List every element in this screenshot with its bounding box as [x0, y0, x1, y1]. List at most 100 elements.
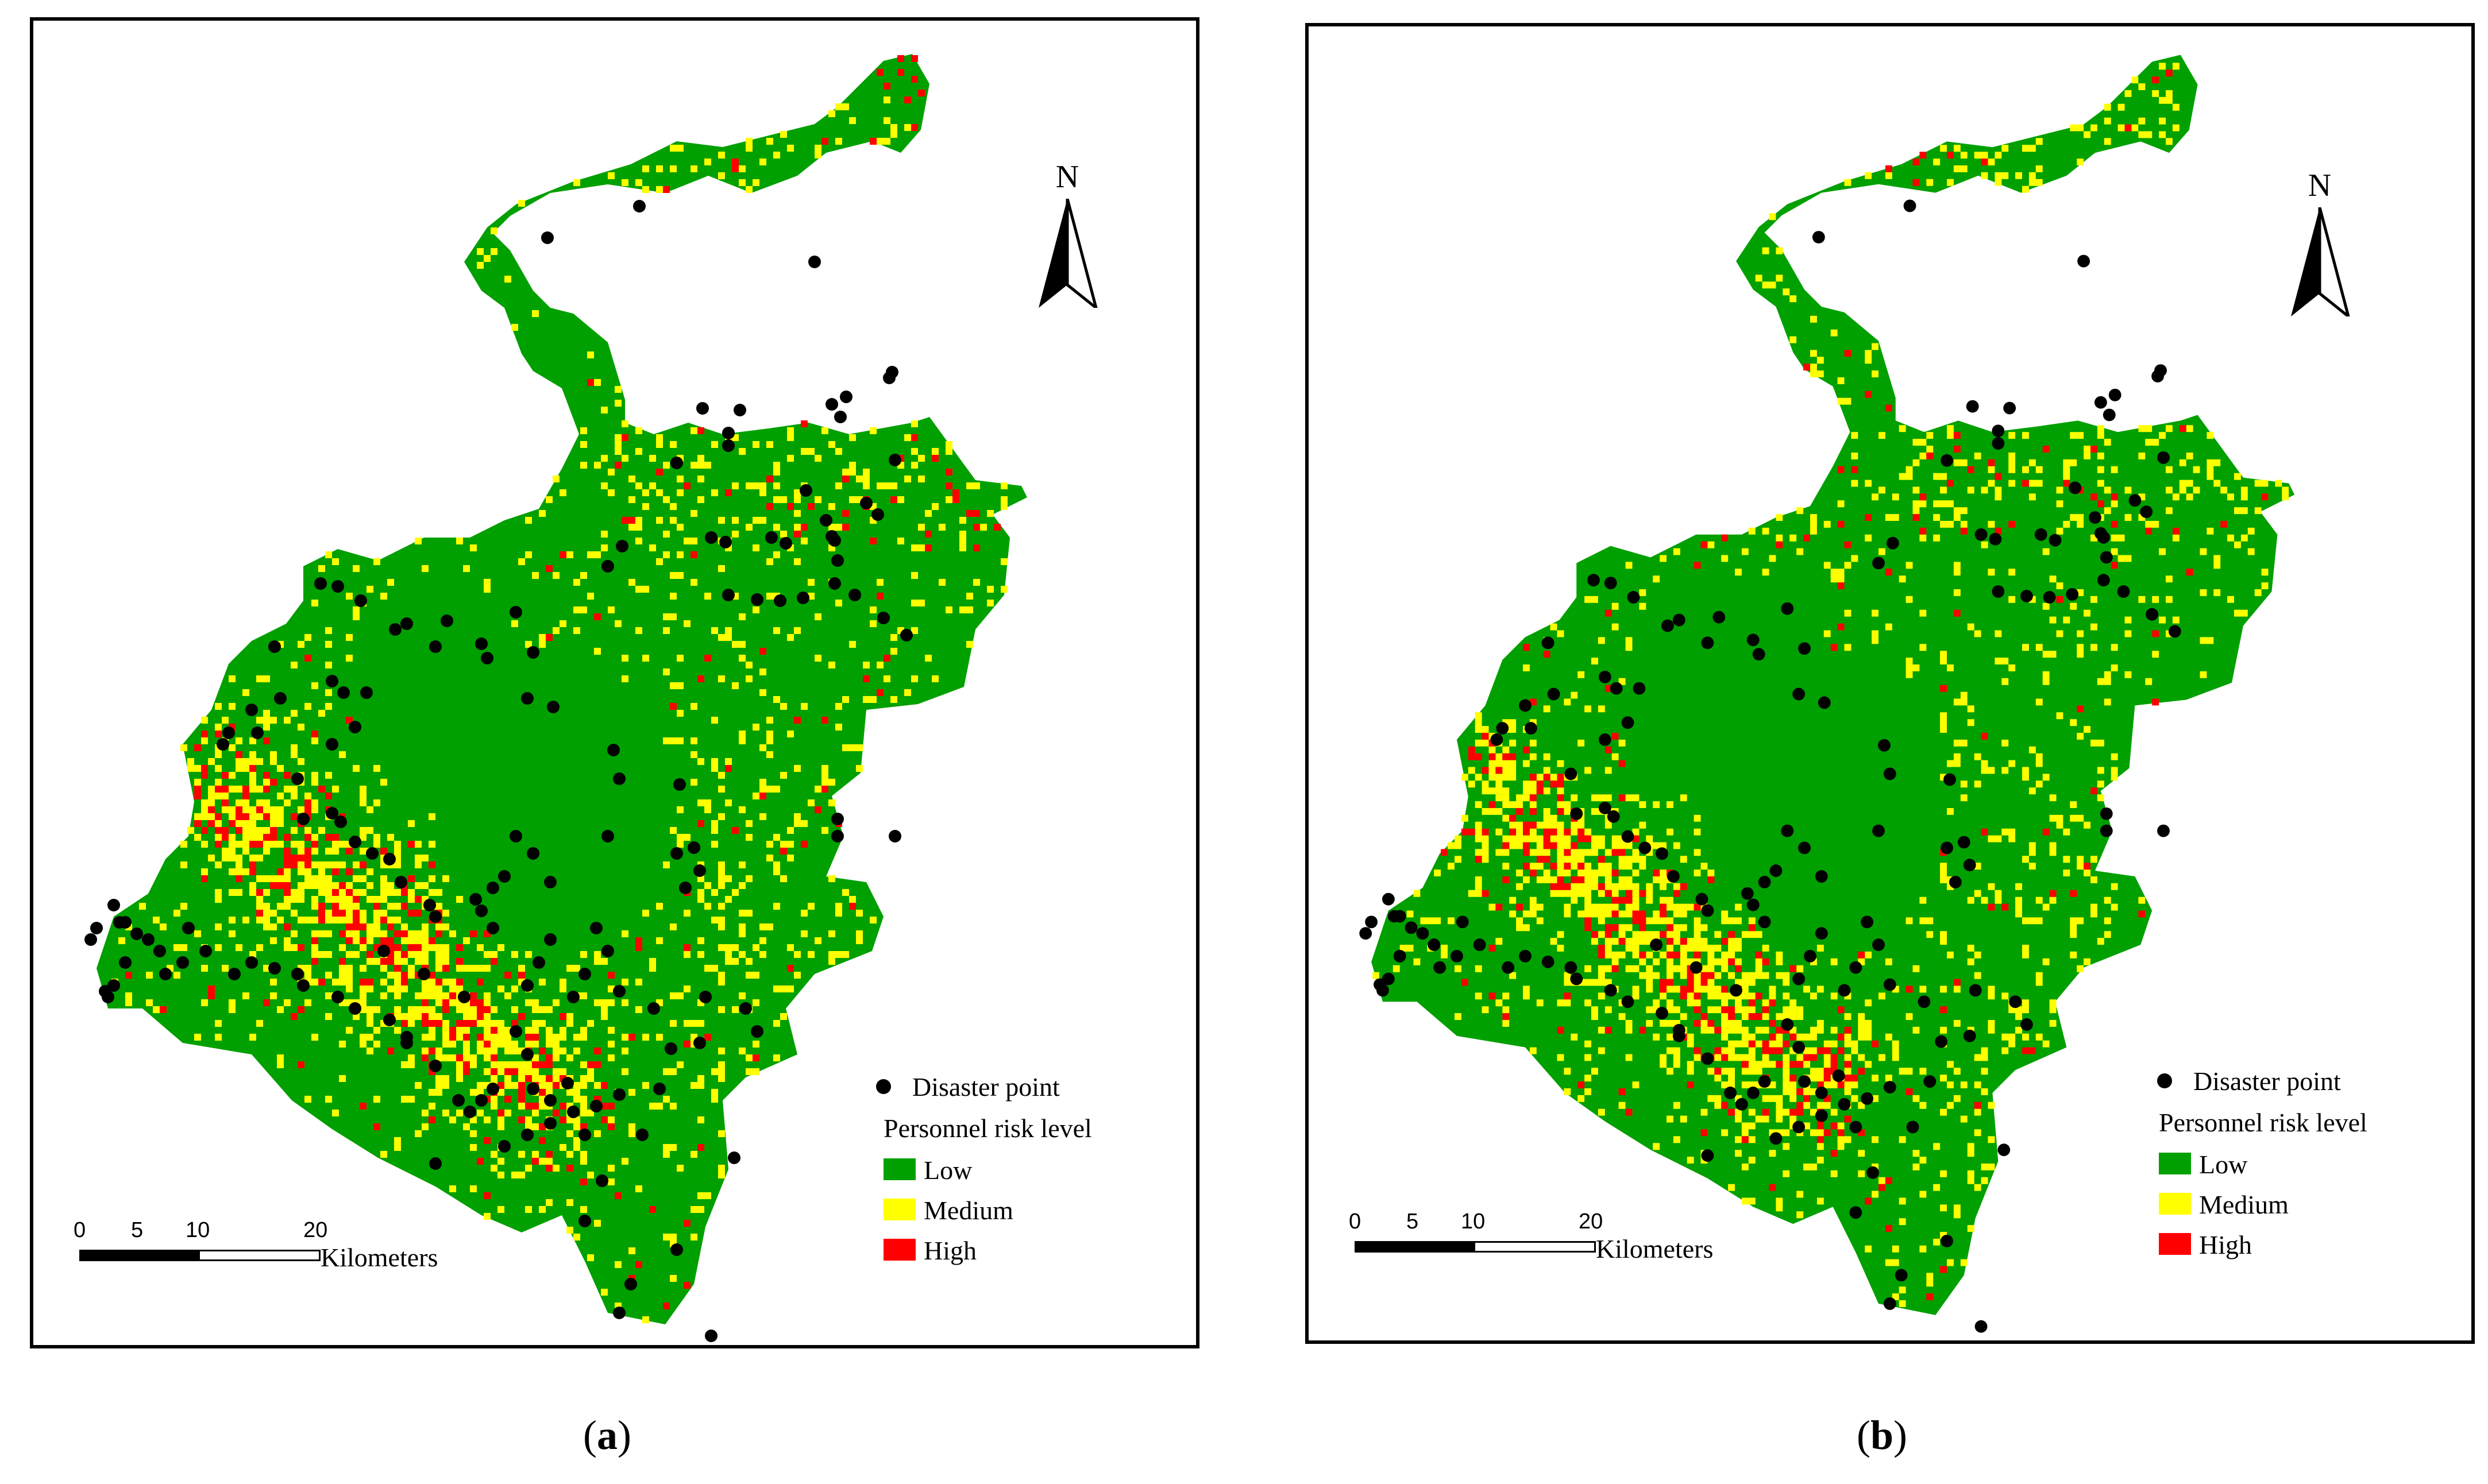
disaster-point — [722, 589, 735, 601]
disaster-point — [487, 882, 499, 894]
disaster-point — [2108, 388, 2121, 401]
disaster-point — [1752, 648, 1765, 661]
risk-map-a — [84, 54, 1027, 1342]
legend-label-medium: Medium — [924, 1196, 1013, 1225]
scale-units: Kilometers — [321, 1243, 438, 1272]
legend-label-low: Low — [2199, 1150, 2248, 1179]
disaster-point — [1792, 1120, 1806, 1134]
disaster-point — [2140, 505, 2153, 519]
disaster-point — [1598, 670, 1611, 683]
disaster-point — [1672, 1023, 1685, 1037]
disaster-point — [679, 882, 692, 894]
disaster-point — [1832, 1069, 1845, 1083]
disaster-point — [383, 853, 396, 865]
disaster-point — [1792, 972, 1806, 986]
disaster-point — [521, 1129, 534, 1141]
disaster-point — [291, 772, 304, 785]
disaster-point — [2094, 396, 2107, 409]
disaster-point — [889, 830, 901, 843]
disaster-point — [84, 933, 97, 946]
disaster-point — [1957, 836, 1970, 849]
disaster-point — [567, 991, 580, 1003]
disaster-point — [1393, 949, 1406, 963]
disaster-point — [1818, 696, 1831, 709]
disaster-point — [1849, 1120, 1862, 1134]
scale-units: Kilometers — [1596, 1234, 1714, 1263]
disaster-point — [877, 612, 890, 624]
disaster-point — [1701, 636, 1714, 650]
disaster-point — [1473, 938, 1486, 951]
disaster-point — [1656, 1007, 1668, 1019]
disaster-point — [527, 646, 539, 659]
disaster-point — [1992, 437, 2005, 450]
disaster-point — [831, 554, 844, 567]
disaster-point — [423, 899, 436, 911]
medium-risk-cells — [111, 96, 1008, 1323]
disaster-point — [1587, 574, 1600, 587]
disaster-point — [366, 847, 379, 860]
legend-label-high: High — [924, 1236, 977, 1265]
disaster-point — [2151, 370, 2164, 382]
scale-tick-5: 5 — [131, 1218, 144, 1242]
disaster-point — [578, 968, 591, 980]
disaster-point — [1598, 733, 1611, 746]
disaster-point — [751, 593, 763, 606]
disaster-point — [1872, 556, 1885, 570]
north-arrow: N — [1033, 159, 1102, 308]
disaster-point — [1758, 915, 1771, 929]
disaster-point — [719, 536, 732, 548]
disaster-point — [441, 615, 453, 627]
disaster-point — [510, 606, 522, 619]
caption-b-open: ( — [1857, 1412, 1870, 1458]
disaster-point — [429, 910, 442, 923]
disaster-point — [800, 484, 812, 497]
disaster-point — [607, 744, 620, 756]
disaster-point — [2069, 481, 2082, 494]
disaster-point — [2077, 254, 2090, 268]
disaster-point — [1621, 995, 1634, 1008]
disaster-point — [1724, 1087, 1737, 1099]
disaster-point — [1405, 921, 1418, 934]
disaster-point — [1878, 739, 1891, 752]
legend-label-medium: Medium — [2199, 1190, 2289, 1219]
disaster-point — [1638, 841, 1652, 855]
disaster-point — [1627, 591, 1640, 604]
disaster-point — [1941, 1234, 1953, 1247]
disaster-point — [222, 726, 235, 739]
disaster-point — [578, 1129, 591, 1141]
disaster-point — [613, 772, 626, 785]
legend-label-low: Low — [924, 1155, 973, 1185]
disaster-point — [670, 457, 683, 469]
disaster-point — [765, 531, 778, 544]
disaster-point — [2097, 574, 2110, 587]
disaster-point — [510, 830, 522, 843]
disaster-point — [1918, 995, 1931, 1008]
disaster-point — [2100, 551, 2113, 564]
disaster-point — [673, 778, 686, 791]
caption-b-close: ) — [1893, 1412, 1908, 1458]
disaster-point — [601, 830, 614, 843]
disaster-point — [633, 200, 646, 212]
disaster-point — [527, 847, 539, 860]
disaster-point — [601, 560, 614, 573]
disaster-point — [1849, 961, 1862, 974]
disaster-point — [331, 991, 344, 1003]
legend-point-label: Disaster point — [912, 1072, 1060, 1102]
disaster-point — [1883, 978, 1896, 991]
disaster-point — [1382, 972, 1395, 986]
disaster-point — [498, 870, 511, 883]
disaster-point — [159, 968, 172, 980]
scale-tick-0: 0 — [74, 1218, 86, 1242]
disaster-point — [1382, 892, 1395, 906]
legend-swatch-low — [884, 1158, 916, 1180]
north-arrow-icon — [2291, 207, 2350, 316]
legend-label-high: High — [2199, 1230, 2252, 1259]
disaster-point — [1667, 870, 1680, 883]
disaster-point — [521, 979, 534, 992]
disaster-point — [578, 1215, 591, 1227]
disaster-point — [487, 1083, 499, 1095]
disaster-point — [429, 640, 442, 653]
disaster-point-icon — [876, 1079, 891, 1094]
legend-title: Personnel risk level — [884, 1114, 1092, 1143]
disaster-point — [1895, 1269, 1908, 1282]
